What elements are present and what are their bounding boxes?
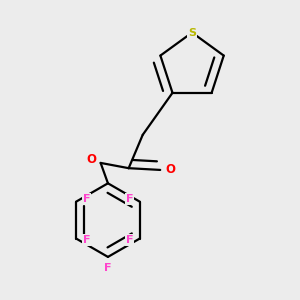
Text: S: S <box>188 28 196 38</box>
Text: F: F <box>104 263 112 273</box>
Text: F: F <box>125 194 133 204</box>
Text: F: F <box>83 235 90 245</box>
Text: F: F <box>83 194 90 204</box>
Text: O: O <box>165 164 175 176</box>
Text: F: F <box>125 235 133 245</box>
Text: O: O <box>87 153 97 166</box>
